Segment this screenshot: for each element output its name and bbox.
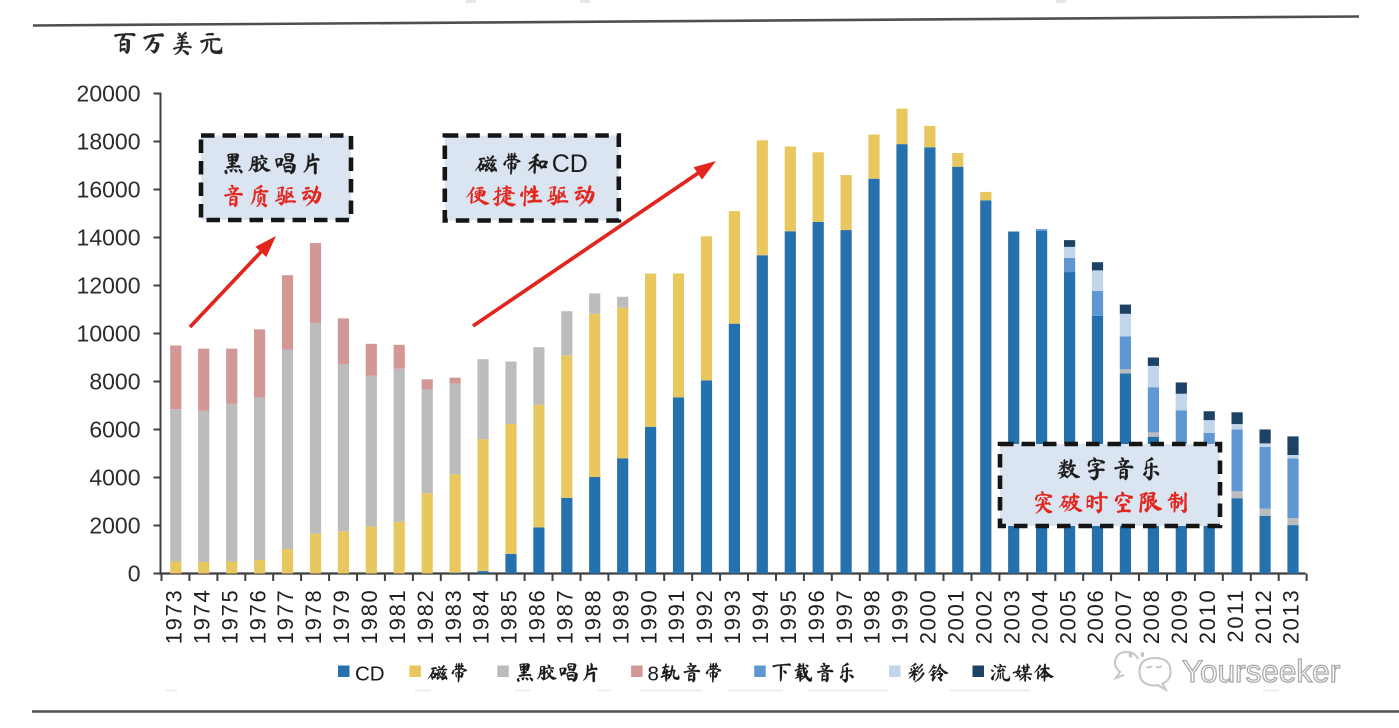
- svg-text:CD: CD: [355, 663, 385, 686]
- svg-text:1992: 1992: [692, 589, 717, 645]
- svg-text:8: 8: [648, 663, 659, 686]
- svg-text:2000: 2000: [89, 513, 140, 539]
- svg-text:1997: 1997: [832, 589, 857, 645]
- svg-text:1990: 1990: [636, 589, 661, 645]
- svg-text:8000: 8000: [89, 369, 140, 395]
- svg-text:2012: 2012: [1251, 589, 1276, 645]
- svg-text:2010: 2010: [1195, 589, 1220, 645]
- svg-text:2002: 2002: [972, 589, 997, 645]
- svg-text:1996: 1996: [804, 589, 829, 645]
- svg-text:6000: 6000: [89, 417, 140, 443]
- svg-text:2009: 2009: [1167, 589, 1192, 645]
- svg-text:1983: 1983: [441, 589, 466, 645]
- svg-text:1988: 1988: [580, 589, 605, 645]
- svg-text:1984: 1984: [469, 589, 494, 645]
- svg-text:CD: CD: [552, 150, 588, 178]
- svg-text:1987: 1987: [553, 589, 578, 645]
- svg-text:10000: 10000: [77, 321, 141, 347]
- svg-text:1991: 1991: [664, 589, 689, 645]
- svg-text:1973: 1973: [162, 589, 187, 645]
- svg-text:1999: 1999: [888, 589, 913, 645]
- svg-text:1978: 1978: [301, 589, 326, 645]
- svg-text:18000: 18000: [77, 129, 141, 155]
- svg-text:Yourseeker: Yourseeker: [1182, 653, 1340, 689]
- svg-text:2001: 2001: [944, 589, 969, 645]
- svg-text:2004: 2004: [1027, 589, 1052, 645]
- svg-text:1977: 1977: [273, 589, 298, 645]
- svg-text:2011: 2011: [1223, 589, 1248, 643]
- svg-text:12000: 12000: [77, 273, 141, 299]
- svg-text:1974: 1974: [189, 589, 214, 645]
- svg-text:20000: 20000: [77, 81, 141, 107]
- svg-text:1980: 1980: [357, 589, 382, 645]
- svg-text:2005: 2005: [1055, 589, 1080, 645]
- svg-text:2006: 2006: [1083, 589, 1108, 645]
- svg-text:2003: 2003: [999, 589, 1024, 645]
- svg-text:1993: 1993: [720, 589, 745, 645]
- svg-text:1995: 1995: [776, 589, 801, 645]
- svg-text:1998: 1998: [860, 589, 885, 645]
- svg-text:2008: 2008: [1139, 589, 1164, 645]
- svg-text:1989: 1989: [608, 589, 633, 645]
- svg-text:1979: 1979: [329, 589, 354, 645]
- svg-text:2013: 2013: [1279, 589, 1304, 645]
- svg-text:1975: 1975: [217, 589, 242, 645]
- svg-text:0: 0: [128, 561, 141, 587]
- svg-text:1976: 1976: [245, 589, 270, 645]
- svg-text:2007: 2007: [1111, 589, 1136, 645]
- svg-text:4000: 4000: [89, 465, 140, 491]
- svg-text:1982: 1982: [413, 589, 438, 645]
- svg-text:14000: 14000: [77, 225, 141, 251]
- svg-text:16000: 16000: [77, 177, 141, 203]
- svg-text:2000: 2000: [916, 589, 941, 645]
- svg-text:1981: 1981: [385, 589, 410, 645]
- svg-text:1985: 1985: [497, 589, 522, 645]
- svg-text:1986: 1986: [525, 589, 550, 645]
- svg-text:1994: 1994: [748, 589, 773, 645]
